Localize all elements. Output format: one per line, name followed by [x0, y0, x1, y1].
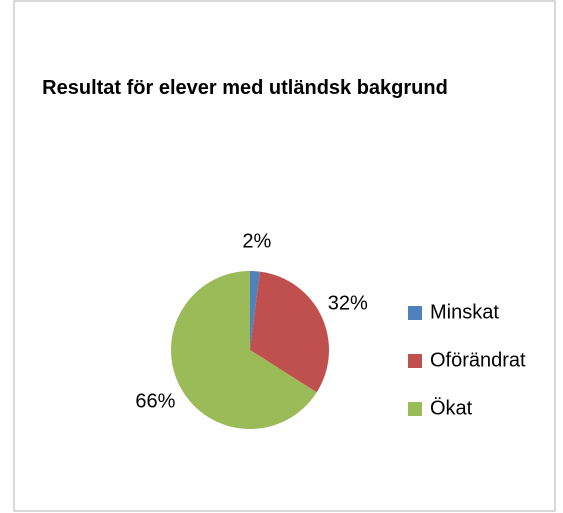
- chart-title: Resultat för elever med utländsk bakgrun…: [42, 77, 448, 99]
- pie-slice: [171, 271, 317, 430]
- legend-swatch: [408, 402, 422, 416]
- legend-swatch: [408, 306, 422, 320]
- data-label: 2%: [242, 230, 271, 252]
- data-label: 66%: [135, 390, 175, 412]
- legend-label: Ökat: [430, 397, 473, 419]
- pie-slice: [250, 271, 260, 350]
- chart-border: [13, 0, 556, 512]
- pie-slice: [250, 271, 330, 393]
- data-label: 32%: [328, 292, 368, 314]
- legend-swatch: [408, 354, 422, 368]
- legend-label: Oförändrat: [430, 349, 526, 371]
- legend-label: Minskat: [430, 301, 499, 323]
